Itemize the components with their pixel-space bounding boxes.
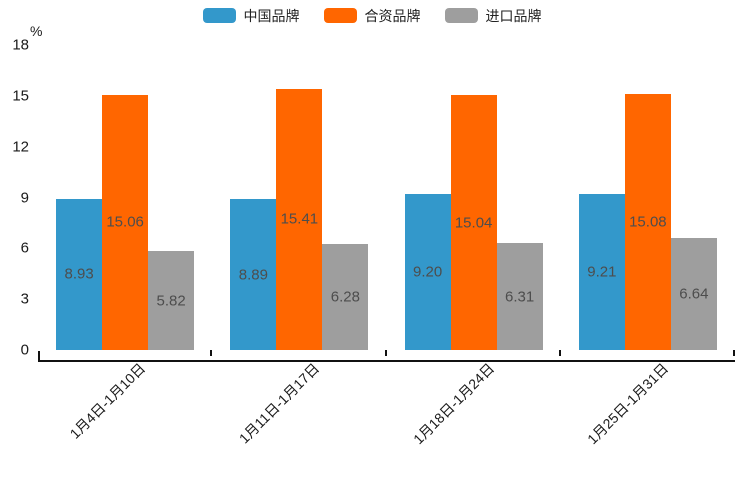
legend-item-series-0[interactable]: 中国品牌	[202, 7, 300, 24]
bar-series-0-group-0	[56, 198, 103, 350]
y-tick-label: 0	[20, 341, 29, 359]
legend-swatch-icon	[202, 8, 236, 23]
bar-series-2-group-3	[670, 237, 717, 350]
legend-label: 合资品牌	[364, 7, 421, 24]
x-axis-line	[38, 360, 735, 362]
bar-series-1-group-3	[624, 94, 671, 350]
y-axis-unit-label: %	[30, 23, 43, 39]
x-axis-category-labels: 1月4日-1月10日 1月11日-1月17日 1月18日-1月24日 1月25日-1月…	[38, 360, 735, 480]
legend-label: 进口品牌	[485, 7, 542, 24]
bar-series-0-group-1	[230, 199, 277, 350]
legend-label: 中国品牌	[243, 7, 300, 24]
x-axis-tick	[384, 350, 387, 356]
x-axis	[38, 350, 735, 362]
y-tick-label: 9	[20, 189, 29, 206]
bar-series-2-group-1	[322, 243, 369, 350]
legend-swatch-icon	[323, 8, 357, 23]
x-category-label: 1月11日-1月17日	[236, 360, 323, 447]
y-tick-label: 6	[20, 239, 29, 257]
legend-item-series-1[interactable]: 合资品牌	[323, 7, 421, 24]
y-tick-label: 3	[20, 290, 29, 308]
x-axis-tick	[558, 350, 561, 356]
bar-series-0-group-2	[404, 194, 451, 350]
x-axis-tick	[210, 350, 213, 356]
legend-item-series-2[interactable]: 进口品牌	[444, 7, 542, 24]
bar-series-1-group-1	[276, 88, 323, 350]
y-tick-label: 12	[12, 138, 29, 156]
x-category-label: 1月25日-1月31日	[583, 360, 672, 448]
x-category-label: 1月4日-1月10日	[66, 360, 149, 442]
plot-area: 8.93 15.06 5.82 8.89 15.41 6.28 9.20 15.04 6.31 9…	[38, 45, 735, 350]
bar-series-2-group-2	[496, 243, 543, 350]
y-axis-tick-labels: 0 3 6 9 12 15 18	[0, 38, 29, 358]
chart-legend: 中国品牌 合资品牌 进口品牌	[0, 8, 744, 23]
bar-series-1-group-0	[102, 94, 149, 350]
bar-series-2-group-0	[148, 251, 195, 350]
legend-swatch-icon	[444, 8, 478, 23]
y-tick-label: 18	[12, 36, 29, 54]
bar-series-0-group-3	[578, 193, 625, 350]
axis-left-corner-tick	[38, 351, 40, 360]
bar-series-1-group-2	[450, 95, 497, 350]
y-tick-label: 15	[12, 87, 29, 105]
x-axis-tick	[733, 350, 735, 356]
x-category-label: 1月18日-1月24日	[409, 360, 497, 448]
